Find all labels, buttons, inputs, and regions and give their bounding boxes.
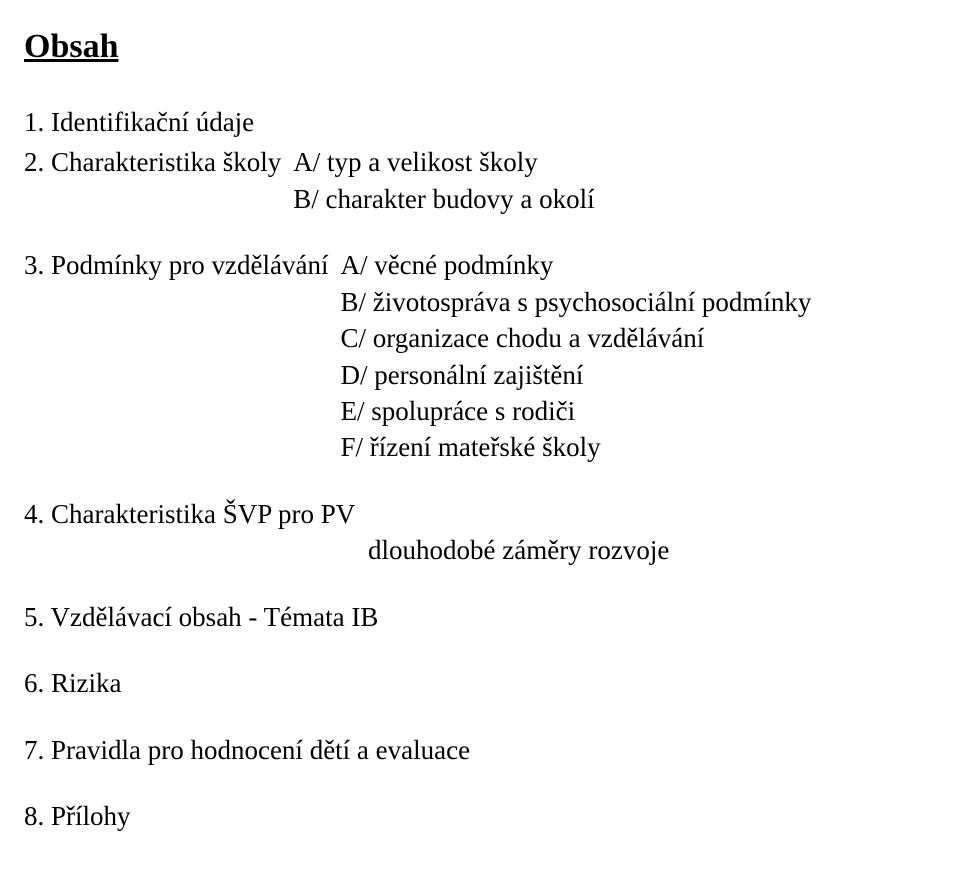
toc-item-5-label: 5. Vzdělávací obsah - Témata IB	[24, 602, 378, 632]
toc-item-2-label: 2. Charakteristika školy	[24, 144, 293, 180]
page-title: Obsah	[24, 24, 928, 70]
toc-item-1: 1. Identifikační údaje	[24, 104, 928, 140]
toc-item-3-sub-c: C/ organizace chodu a vzdělávání	[340, 320, 928, 356]
toc-item-8-label: 8. Přílohy	[24, 801, 131, 831]
toc-item-2-subs: A/ typ a velikost školy B/ charakter bud…	[293, 144, 928, 217]
toc-item-2: 2. Charakteristika školy A/ typ a veliko…	[24, 144, 928, 217]
toc-item-8: 8. Přílohy	[24, 798, 928, 834]
toc-item-2-sub-a: A/ typ a velikost školy	[293, 144, 928, 180]
toc-item-3-label: 3. Podmínky pro vzdělávání	[24, 247, 340, 283]
toc-item-7: 7. Pravidla pro hodnocení dětí a evaluac…	[24, 732, 928, 768]
document-page: Obsah 1. Identifikační údaje 2. Charakte…	[0, 0, 960, 858]
toc-item-6: 6. Rizika	[24, 665, 928, 701]
toc-item-4: 4. Charakteristika ŠVP pro PV dlouhodobé…	[24, 496, 928, 569]
toc-item-3-sub-e: E/ spolupráce s rodiči	[340, 393, 928, 429]
toc-item-6-label: 6. Rizika	[24, 668, 121, 698]
toc-item-3-sub-f: F/ řízení mateřské školy	[340, 429, 928, 465]
toc-item-3-subs: A/ věcné podmínky B/ životospráva s psyc…	[340, 247, 928, 466]
toc-item-3-sub-d: D/ personální zajištění	[340, 357, 928, 393]
toc-item-7-label: 7. Pravidla pro hodnocení dětí a evaluac…	[24, 735, 470, 765]
toc-item-4-label: 4. Charakteristika ŠVP pro PV	[24, 496, 928, 532]
toc-item-3-sub-a: A/ věcné podmínky	[340, 247, 928, 283]
toc-item-4-sub: dlouhodobé záměry rozvoje	[368, 532, 928, 568]
toc-item-3-sub-b: B/ životospráva s psychosociální podmínk…	[340, 284, 928, 320]
toc-item-2-sub-b: B/ charakter budovy a okolí	[293, 181, 928, 217]
toc-item-1-label: 1. Identifikační údaje	[24, 107, 254, 137]
toc-item-3: 3. Podmínky pro vzdělávání A/ věcné podm…	[24, 247, 928, 466]
toc-item-5: 5. Vzdělávací obsah - Témata IB	[24, 599, 928, 635]
